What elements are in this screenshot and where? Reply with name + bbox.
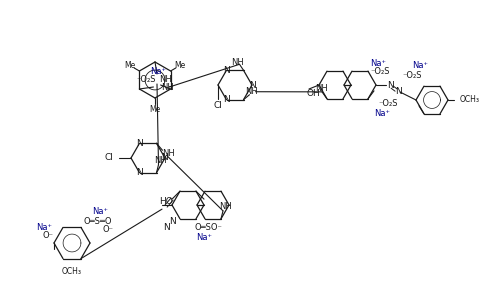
Text: NH: NH xyxy=(159,76,172,85)
Text: N: N xyxy=(223,66,230,75)
Text: NH: NH xyxy=(218,202,231,211)
Text: HO: HO xyxy=(159,197,173,205)
Text: N: N xyxy=(163,223,170,233)
Text: ⁻O₂S: ⁻O₂S xyxy=(402,70,422,79)
Text: O⁻: O⁻ xyxy=(42,230,54,239)
Text: OH: OH xyxy=(306,88,320,98)
Text: N: N xyxy=(248,81,255,89)
Text: Na⁺: Na⁺ xyxy=(412,60,428,69)
Text: Na⁺: Na⁺ xyxy=(370,59,386,68)
Text: NH: NH xyxy=(315,84,327,93)
Text: ⁻O₂S: ⁻O₂S xyxy=(378,98,398,108)
Text: Cl: Cl xyxy=(105,153,113,162)
Text: NH: NH xyxy=(154,156,167,165)
Text: NH: NH xyxy=(162,149,175,158)
Text: ⁻O₂S: ⁻O₂S xyxy=(137,75,156,83)
Text: N: N xyxy=(394,86,401,95)
Text: N: N xyxy=(169,217,176,226)
Text: Me: Me xyxy=(149,104,161,114)
Text: OCH₃: OCH₃ xyxy=(62,266,82,275)
Text: N: N xyxy=(136,168,143,177)
Text: N: N xyxy=(223,95,230,104)
Text: O⁻: O⁻ xyxy=(103,224,113,233)
Text: NH: NH xyxy=(161,82,174,92)
Text: OCH₃: OCH₃ xyxy=(460,95,480,104)
Text: Na⁺: Na⁺ xyxy=(150,66,167,76)
Text: Na⁺: Na⁺ xyxy=(374,108,390,117)
Text: Na⁺: Na⁺ xyxy=(36,223,52,232)
Text: N: N xyxy=(162,153,169,162)
Text: Na⁺: Na⁺ xyxy=(92,207,108,216)
Text: Na⁺: Na⁺ xyxy=(196,233,212,242)
Text: Me: Me xyxy=(124,61,136,70)
Text: N: N xyxy=(136,139,143,148)
Text: N: N xyxy=(387,81,393,89)
Text: Me: Me xyxy=(175,61,186,70)
Text: NH: NH xyxy=(231,58,244,67)
Text: ⁻O₂S: ⁻O₂S xyxy=(370,66,390,76)
Text: O═S═O: O═S═O xyxy=(84,217,112,226)
Text: NH: NH xyxy=(245,87,258,96)
Text: Cl: Cl xyxy=(213,101,222,110)
Text: O═SO⁻: O═SO⁻ xyxy=(194,223,222,232)
